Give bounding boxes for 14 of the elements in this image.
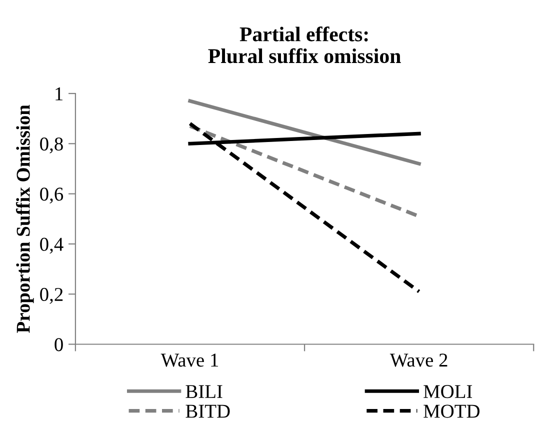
y-axis-title: Proportion Suffix Omission: [16, 104, 34, 333]
chart-title: Partial effects: Plural suffix omission: [208, 26, 401, 64]
x-tick-label: Wave 1: [160, 354, 218, 367]
legend-label: MOTD: [424, 404, 480, 418]
y-tick-label: 0: [54, 338, 63, 352]
y-tick-label: 1: [56, 87, 62, 100]
legend-label: BITD: [186, 404, 230, 418]
y-tick-label: 0,4: [40, 238, 64, 254]
y-tick-label: 0,6: [40, 188, 64, 204]
y-tick-label: 0,2: [40, 288, 63, 304]
x-tick-label: Wave 2: [390, 354, 448, 367]
y-tick-label: 0,8: [40, 137, 63, 154]
legend-label: MOLI: [424, 385, 472, 398]
legend-label: BILI: [186, 385, 222, 398]
